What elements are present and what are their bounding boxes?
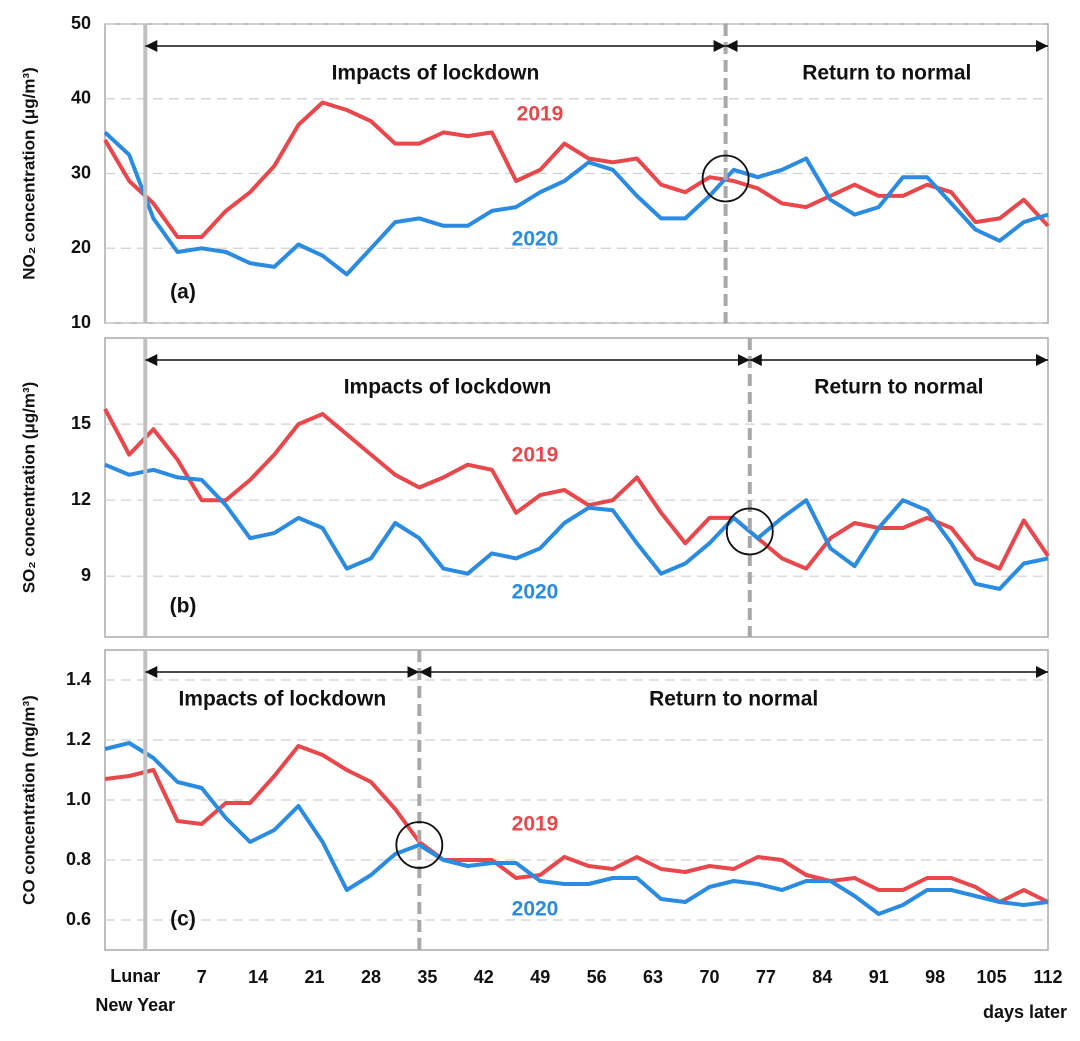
series-line [104,741,1049,916]
y-tick-label: 9 [81,565,91,585]
series-line [103,100,1050,239]
y-tick-label: 1.0 [66,789,91,809]
x-tick-label: Lunar New Year [95,966,176,1015]
y-axis-label: SO₂ concentration (μg/m³) [19,382,38,594]
x-tick-label: 98 [925,967,945,987]
x-tick-label: 56 [587,967,607,987]
x-tick-label: 112 [1033,967,1062,987]
y-tick-label: 20 [71,237,91,257]
x-tick-label: 7 [197,967,207,987]
x-tick-label: 84 [812,967,832,987]
y-tick-label: 0.8 [66,849,91,869]
y-tick-label: 50 [71,13,91,33]
x-tick-label: 91 [869,967,889,987]
panel-label: (b) [170,595,197,618]
panel-label: (a) [170,281,196,304]
plot-frame [104,337,1049,638]
annotation: Return to normal [649,688,818,711]
y-tick-label: 1.2 [66,729,91,749]
x-tick-label: 42 [474,967,494,987]
annotation: Return to normal [802,62,971,85]
x-tick-label: 14 [248,967,268,987]
x-tick-label: 35 [417,967,437,987]
y-tick-label: 30 [71,162,91,182]
y-tick-label: 10 [71,312,91,332]
x-tick-label: 49 [530,967,550,987]
x-tick-label: 63 [643,967,663,987]
y-axis-label: NO₂ concentration (μg/m³) [19,67,38,280]
y-tick-label: 15 [71,413,91,433]
highlight-circle [701,154,750,203]
series-label: 2020 [512,898,559,921]
x-tick-label: 28 [361,967,381,987]
y-tick-label: 40 [71,88,91,108]
series-label: 2020 [512,581,559,604]
y-tick-label: 12 [71,489,91,509]
x-tick-label: 21 [305,967,325,987]
series-line [104,744,1049,904]
x-axis-label: days later [983,1002,1067,1022]
x-tick-label: 105 [977,967,1007,987]
x-tick-label: 77 [756,967,776,987]
series-line [103,130,1049,277]
panel-label: (c) [170,908,196,931]
series-label: 2019 [517,103,564,126]
series-label: 2020 [512,228,559,251]
series-label: 2019 [512,813,559,836]
annotation: Return to normal [814,376,983,399]
series-line [104,462,1049,591]
annotation: Impacts of lockdown [344,376,552,399]
highlight-circle [395,821,444,869]
x-tick-label: 70 [699,967,719,987]
annotation: Impacts of lockdown [178,688,386,711]
series-line [103,407,1050,571]
y-tick-label: 0.6 [66,909,91,929]
y-axis-label: CO concentration (mg/m³) [19,695,38,905]
annotation: Impacts of lockdown [332,62,540,85]
highlight-circle [725,507,774,556]
series-label: 2019 [512,444,559,467]
y-tick-label: 1.4 [66,669,91,689]
